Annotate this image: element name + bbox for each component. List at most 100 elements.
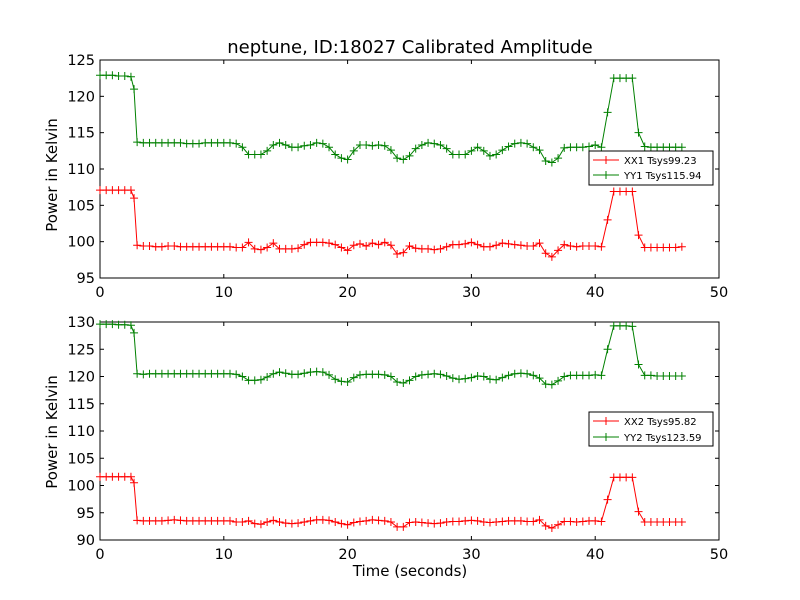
top-series-1-point-7	[133, 138, 142, 147]
top-series-0-point-45	[368, 239, 377, 248]
bottom-series-1-point-63	[479, 372, 488, 381]
top-series-1-point-95	[677, 143, 686, 152]
bottom-series-1-point-74	[547, 380, 556, 389]
bottom-series-1-point-60	[461, 374, 470, 383]
bottom-series-0-point-77	[566, 517, 575, 526]
bottom-y-tick-label-130: 130	[67, 315, 95, 331]
top-series-0-point-24	[238, 243, 247, 252]
top-series-0-point-34	[300, 240, 309, 249]
bottom-series-0-point-54	[424, 519, 433, 528]
top-series-1-point-55	[430, 139, 439, 148]
top-series-1-point-33	[294, 143, 303, 152]
top-series-1-point-56	[436, 141, 445, 150]
top-series-0-point-87	[628, 187, 637, 196]
bottom-series-0-point-83	[603, 495, 612, 504]
bottom-series-0-point-60	[461, 516, 470, 525]
top-series-1-point-75	[554, 154, 563, 163]
bottom-y-tick-label-125: 125	[67, 342, 95, 358]
top-series-0-point-39	[331, 240, 340, 249]
bottom-legend-label-yy2: YY2 Tsys123.59	[623, 433, 702, 444]
bottom-y-tick-label-90: 90	[77, 533, 95, 549]
top-x-tick-label-50: 50	[710, 285, 728, 301]
top-series-1-point-88	[634, 128, 643, 137]
bottom-series-1-point-81	[591, 370, 600, 379]
top-series-1-point-70	[523, 139, 532, 148]
top-series-0-point-38	[325, 239, 334, 248]
top-series-1-point-71	[529, 143, 538, 152]
top-series-0-point-82	[597, 242, 606, 251]
top-series-1-point-4	[120, 71, 129, 80]
bottom-axis-ticks: 0 10 20 30 40 50 90 95 100 105 110 115 120 125 130	[67, 315, 728, 563]
bottom-series-0-point-25	[244, 516, 253, 525]
top-legend-marker-xx1	[602, 156, 610, 164]
bottom-series-1-point-41	[343, 377, 352, 386]
chart-bottom-panel: Power in Kelvin Time (seconds) 0 10 20 30 40…	[43, 315, 728, 580]
bottom-series-1-point-46	[374, 370, 383, 379]
bottom-series-1-point-47	[380, 370, 389, 379]
top-series-0-point-59	[455, 240, 464, 249]
bottom-series-1-point-49	[393, 377, 402, 386]
bottom-series-0-point-27	[256, 520, 265, 529]
bottom-series-1-point-26	[250, 376, 259, 385]
top-series-0-point-6	[130, 194, 139, 203]
top-y-tick-label-110: 110	[67, 162, 95, 178]
bottom-x-tick-label-10: 10	[215, 547, 233, 563]
top-series-1-point-87	[628, 74, 637, 83]
bottom-series-1-point-30	[275, 368, 284, 377]
top-series-0-point-42	[349, 241, 358, 250]
top-y-axis-label: Power in Kelvin	[43, 118, 61, 232]
bottom-series-0-point-47	[380, 516, 389, 525]
bottom-series-1-point-39	[331, 375, 340, 384]
top-series-0-point-55	[430, 245, 439, 254]
top-series-0-point-62	[473, 240, 482, 249]
bottom-series-0-point-12	[164, 516, 173, 525]
bottom-series-0-point-69	[516, 516, 525, 525]
bottom-series-1-point-50	[399, 379, 408, 388]
bottom-series-0-point-87	[628, 473, 637, 482]
top-series-1-point-76	[560, 143, 569, 152]
bottom-series-1-point-35	[306, 368, 315, 377]
top-series-0-point-77	[566, 242, 575, 251]
bottom-series-0-point-42	[349, 518, 358, 527]
top-series-0-point-69	[516, 241, 525, 250]
bottom-y-tick-label-110: 110	[67, 424, 95, 440]
top-series-0-point-65	[492, 241, 501, 250]
top-series-1-point-35	[306, 141, 315, 150]
top-series-0-point-40	[337, 243, 346, 252]
bottom-series-0-point-65	[492, 518, 501, 527]
top-series-1-point-6	[130, 85, 139, 94]
bottom-series-1-point-2	[108, 320, 117, 329]
bottom-series-1-point-88	[634, 360, 643, 369]
bottom-series-1-point-59	[455, 375, 464, 384]
bottom-series-0-point-38	[325, 516, 334, 525]
bottom-series-1-point-75	[554, 376, 563, 385]
bottom-series-1-point-6	[130, 328, 139, 337]
bottom-series-1-point-43	[355, 370, 364, 379]
top-series-1-point-61	[467, 146, 476, 155]
top-series-1-point-62	[473, 143, 482, 152]
bottom-series-0-point-41	[343, 520, 352, 529]
top-series-0-point-51	[405, 242, 414, 251]
top-series-0-point-29	[269, 239, 278, 248]
bottom-x-tick-label-50: 50	[710, 547, 728, 563]
top-series-1-point-22	[225, 138, 234, 147]
bottom-series-0-point-51	[405, 518, 414, 527]
top-series-1-point-41	[343, 155, 352, 164]
bottom-series-0-point-30	[275, 518, 284, 527]
bottom-x-tick-label-30: 30	[462, 547, 480, 563]
bottom-series-1-point-23	[232, 370, 241, 379]
top-series-1-point-49	[393, 154, 402, 163]
top-series-0-point-94	[671, 243, 680, 252]
top-series-0-point-64	[485, 242, 494, 251]
bottom-series-0-point-50	[399, 522, 408, 531]
top-series-1-point-66	[498, 146, 507, 155]
bottom-series-1-point-90	[646, 371, 655, 380]
bottom-series-0-point-33	[294, 519, 303, 528]
bottom-series-0-point-72	[535, 515, 544, 524]
bottom-series-0-point-44	[362, 516, 371, 525]
top-series-0-point-75	[554, 246, 563, 255]
bottom-series-1-point-58	[448, 374, 457, 383]
bottom-series-0-point-52	[411, 518, 420, 527]
bottom-series-1-point-73	[541, 380, 550, 389]
